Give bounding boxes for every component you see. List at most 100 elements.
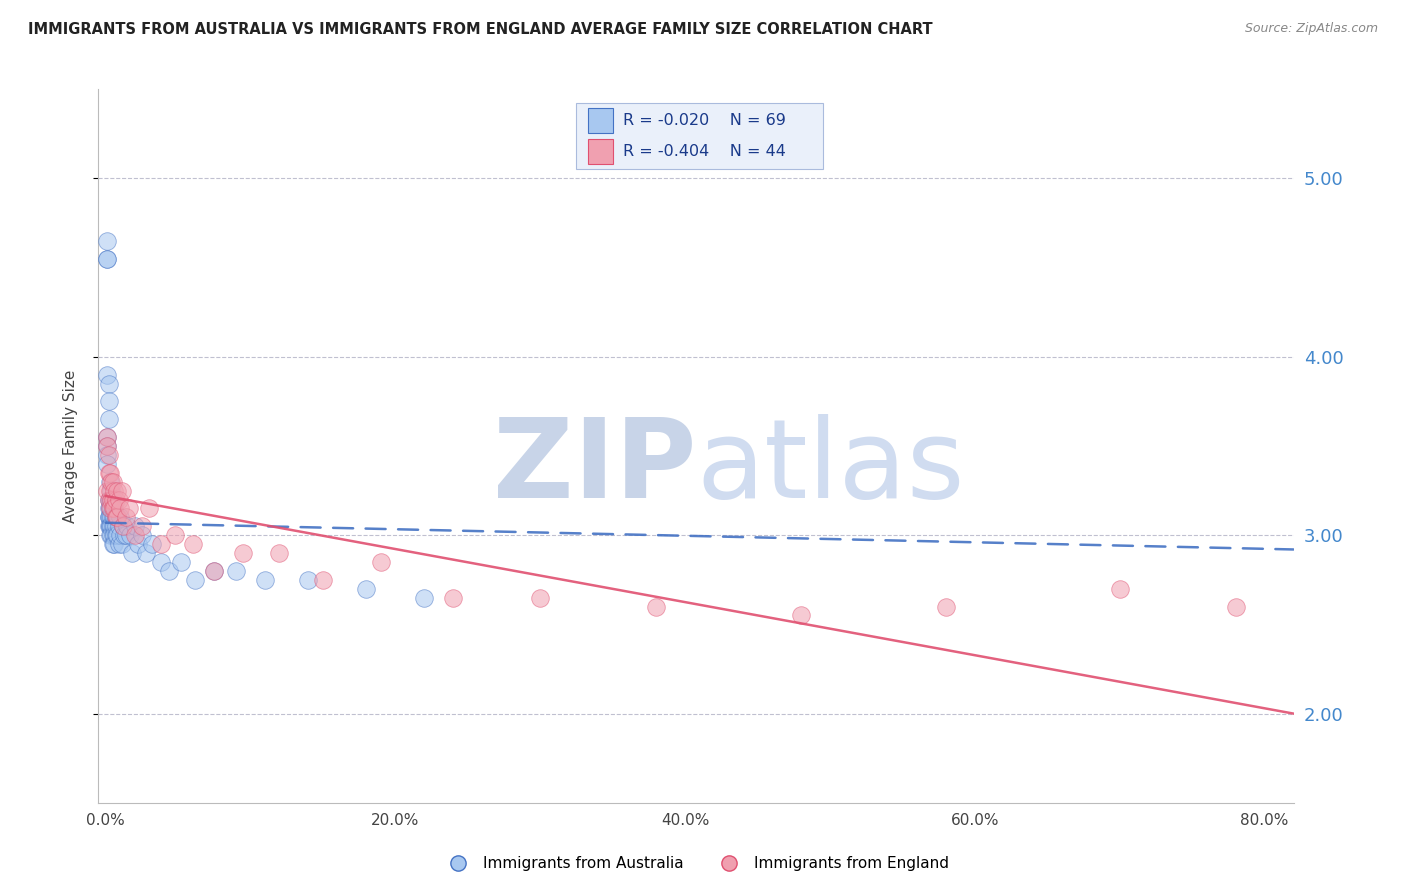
Point — [97, 501, 120, 516]
Point — [103, 510, 125, 524]
Point — [100, 483, 122, 498]
Point — [97, 510, 120, 524]
Point — [97, 376, 120, 391]
Point — [98, 528, 121, 542]
Point — [165, 528, 187, 542]
Point — [121, 546, 143, 560]
Point — [97, 466, 120, 480]
Point — [103, 483, 125, 498]
Point — [96, 483, 118, 498]
Point — [135, 546, 157, 560]
Point — [356, 582, 378, 596]
Point — [127, 537, 149, 551]
Point — [100, 510, 122, 524]
Point — [96, 439, 118, 453]
Point — [790, 608, 813, 623]
Point — [115, 528, 138, 542]
Point — [104, 510, 127, 524]
Point — [100, 528, 122, 542]
Point — [117, 519, 139, 533]
Point — [112, 519, 135, 533]
Point — [104, 519, 127, 533]
Point — [297, 573, 319, 587]
Point — [112, 519, 135, 533]
Point — [101, 537, 124, 551]
Point — [96, 252, 118, 266]
Point — [202, 564, 225, 578]
Point — [97, 412, 120, 426]
Point — [98, 466, 121, 480]
Point — [107, 537, 129, 551]
Point — [101, 528, 124, 542]
Point — [138, 501, 160, 516]
Point — [202, 564, 225, 578]
Point — [96, 439, 118, 453]
Point — [98, 501, 121, 516]
Point — [98, 519, 121, 533]
Text: R = -0.404    N = 44: R = -0.404 N = 44 — [623, 145, 786, 159]
Point — [529, 591, 551, 605]
Point — [124, 528, 146, 542]
Point — [97, 448, 120, 462]
Point — [107, 519, 129, 533]
Point — [104, 492, 127, 507]
Point — [269, 546, 291, 560]
Point — [108, 510, 131, 524]
Point — [1225, 599, 1247, 614]
Point — [114, 528, 136, 542]
Point — [97, 394, 120, 409]
Point — [149, 537, 172, 551]
Point — [96, 448, 118, 462]
Point — [101, 510, 124, 524]
Point — [98, 483, 121, 498]
Point — [103, 528, 125, 542]
Point — [96, 430, 118, 444]
Point — [110, 483, 132, 498]
Point — [96, 457, 118, 471]
Point — [935, 599, 957, 614]
Point — [645, 599, 668, 614]
Point — [107, 492, 129, 507]
Point — [181, 537, 204, 551]
Point — [104, 510, 127, 524]
Point — [124, 519, 146, 533]
Point — [98, 510, 121, 524]
Point — [101, 501, 124, 516]
Point — [104, 528, 127, 542]
Point — [98, 519, 121, 533]
Point — [149, 555, 172, 569]
Point — [105, 510, 128, 524]
Point — [103, 537, 125, 551]
Point — [131, 519, 153, 533]
Point — [108, 501, 131, 516]
Point — [96, 368, 118, 382]
Point — [105, 510, 128, 524]
Point — [101, 475, 124, 489]
Point — [105, 528, 128, 542]
Point — [96, 234, 118, 248]
Text: IMMIGRANTS FROM AUSTRALIA VS IMMIGRANTS FROM ENGLAND AVERAGE FAMILY SIZE CORRELA: IMMIGRANTS FROM AUSTRALIA VS IMMIGRANTS … — [28, 22, 932, 37]
Point — [157, 564, 180, 578]
Point — [97, 510, 120, 524]
Point — [105, 483, 128, 498]
Point — [115, 510, 138, 524]
Point — [232, 546, 254, 560]
Point — [225, 564, 247, 578]
Point — [98, 492, 121, 507]
Point — [100, 492, 122, 507]
Point — [100, 475, 122, 489]
Point — [100, 519, 122, 533]
Point — [370, 555, 392, 569]
Point — [103, 519, 125, 533]
Point — [96, 430, 118, 444]
Point — [103, 501, 125, 516]
Point — [101, 492, 124, 507]
Text: ZIP: ZIP — [492, 414, 696, 521]
Text: R = -0.020    N = 69: R = -0.020 N = 69 — [623, 113, 786, 128]
Point — [118, 501, 141, 516]
Point — [98, 501, 121, 516]
Point — [100, 492, 122, 507]
Point — [253, 573, 276, 587]
Point — [312, 573, 335, 587]
Point — [441, 591, 464, 605]
